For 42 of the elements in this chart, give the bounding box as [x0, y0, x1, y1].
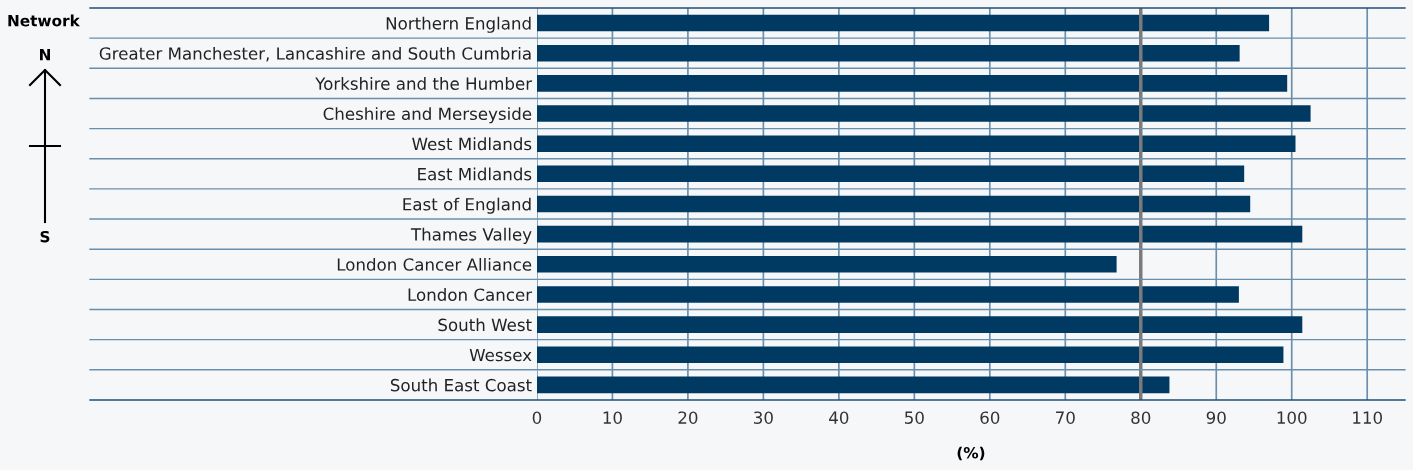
x-tick-label: 110 [1353, 411, 1383, 424]
y-tick-label: West Midlands [412, 137, 532, 151]
bar [536, 316, 1303, 333]
y-tick-label: South West [438, 318, 532, 332]
bar [536, 346, 1284, 364]
bar [536, 135, 1296, 152]
y-tick-label: Yorkshire and the Humber [315, 77, 533, 90]
x-tick-label: 100 [1277, 411, 1307, 424]
x-tick-label: 50 [905, 411, 924, 424]
x-tick-label: 20 [678, 411, 698, 424]
text: N [40, 49, 50, 61]
x-tick-label: 40 [829, 411, 849, 424]
bar [536, 225, 1303, 243]
y-tick-label: London Cancer Alliance [337, 257, 532, 271]
y-tick-label: Cheshire and Merseyside [323, 107, 532, 124]
bar [536, 376, 1170, 394]
bar [536, 44, 1240, 62]
y-tick-label: South East Coast [390, 378, 532, 392]
bar [536, 255, 1117, 273]
bar [536, 195, 1251, 213]
y-tick-label: East Midlands [418, 167, 532, 181]
x-tick-label: 0 [532, 411, 542, 424]
bar [536, 14, 1270, 32]
x-tick-label: 90 [1206, 411, 1226, 424]
y-tick-label: Greater Manchester, Lancashire and South Cumbria [99, 46, 531, 62]
text: S [40, 230, 50, 243]
y-tick-label: London Cancer [408, 288, 533, 302]
x-tick-label: 60 [980, 411, 1000, 424]
y-tick-label: Thames Valley [410, 227, 532, 244]
bar [536, 165, 1245, 183]
bar [536, 105, 1311, 122]
x-tick-label: 80 [1131, 411, 1151, 424]
x-tick-label: 10 [603, 411, 622, 424]
bar [536, 286, 1239, 303]
y-axis-title: Network [8, 14, 81, 27]
y-tick-label: Northern England [386, 16, 531, 33]
bar [536, 75, 1288, 92]
x-tick-label: 30 [754, 411, 773, 424]
x-tick-label: 70 [1056, 411, 1075, 424]
x-axis-title: (%) [957, 446, 985, 461]
y-tick-label: Wessex [469, 348, 532, 362]
y-tick-label: East of England [403, 197, 531, 214]
